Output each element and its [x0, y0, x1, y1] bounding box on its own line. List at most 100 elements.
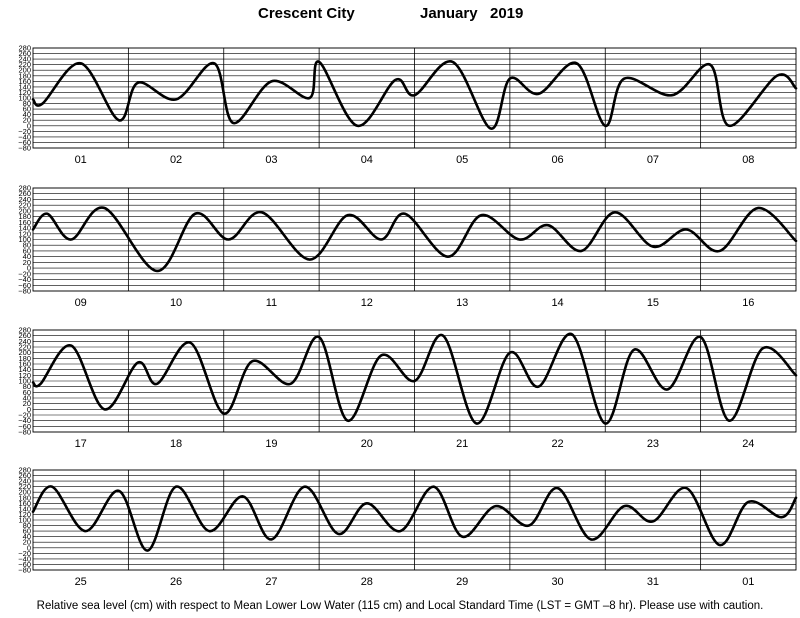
- day-label: 10: [170, 297, 182, 309]
- day-label: 01: [75, 154, 87, 166]
- y-tick-label: 140: [18, 224, 31, 233]
- y-tick-label: 80: [23, 521, 31, 530]
- y-tick-label: 200: [18, 348, 31, 357]
- y-tick-label: 80: [23, 99, 31, 108]
- y-tick-label: −20: [18, 411, 31, 420]
- y-tick-label: 40: [23, 394, 31, 403]
- y-tick-label: 140: [18, 504, 31, 513]
- day-label: 16: [742, 297, 754, 309]
- y-tick-label: 280: [18, 326, 31, 335]
- y-tick-label: 40: [23, 252, 31, 261]
- y-tick-label: 100: [18, 377, 31, 386]
- y-tick-label: 160: [18, 77, 31, 86]
- y-tick-label: 120: [18, 510, 31, 519]
- y-tick-label: 0: [27, 543, 31, 552]
- tide-curve: [31, 60, 798, 130]
- day-label: 01: [742, 576, 754, 588]
- chart-caption: Relative sea level (cm) with respect to …: [36, 600, 764, 612]
- day-label: 11: [266, 297, 277, 309]
- tide-chart-panels: 280260240220200180160140120100806040200−…: [18, 44, 798, 588]
- day-label: 31: [647, 576, 659, 588]
- y-tick-label: 200: [18, 66, 31, 75]
- day-label: 14: [551, 297, 563, 309]
- y-tick-label: 240: [18, 55, 31, 64]
- y-tick-label: 260: [18, 49, 31, 58]
- y-tick-label: 120: [18, 371, 31, 380]
- day-label: 29: [456, 576, 468, 588]
- y-tick-label: 60: [23, 105, 31, 114]
- y-tick-label: −40: [18, 416, 31, 425]
- y-tick-label: −80: [18, 428, 31, 437]
- y-tick-label: 240: [18, 337, 31, 346]
- day-label: 06: [551, 154, 563, 166]
- day-label: 04: [361, 154, 373, 166]
- day-label: 15: [647, 297, 659, 309]
- day-label: 25: [75, 576, 87, 588]
- y-tick-label: 0: [27, 405, 31, 414]
- y-tick-label: 220: [18, 201, 31, 210]
- y-tick-label: −60: [18, 281, 31, 290]
- y-tick-label: 240: [18, 477, 31, 486]
- y-tick-label: 180: [18, 354, 31, 363]
- day-label: 18: [170, 438, 182, 450]
- y-tick-label: 20: [23, 116, 31, 125]
- y-tick-label: 20: [23, 258, 31, 267]
- day-label: 08: [742, 154, 754, 166]
- y-tick-label: 220: [18, 60, 31, 69]
- day-label: 28: [361, 576, 373, 588]
- y-tick-label: 260: [18, 331, 31, 340]
- y-tick-label: 140: [18, 365, 31, 374]
- y-tick-label: 60: [23, 246, 31, 255]
- y-tick-label: −80: [18, 144, 31, 153]
- y-tick-label: 180: [18, 71, 31, 80]
- y-tick-label: −20: [18, 549, 31, 558]
- y-tick-label: −80: [18, 287, 31, 296]
- day-label: 27: [265, 576, 277, 588]
- day-label: 21: [456, 438, 468, 450]
- y-tick-label: 20: [23, 538, 31, 547]
- y-tick-label: −20: [18, 269, 31, 278]
- day-label: 19: [265, 438, 277, 450]
- y-tick-label: 140: [18, 82, 31, 91]
- y-tick-label: 220: [18, 482, 31, 491]
- day-label: 20: [361, 438, 373, 450]
- y-tick-label: 160: [18, 218, 31, 227]
- day-label: 26: [170, 576, 182, 588]
- y-tick-label: 260: [18, 471, 31, 480]
- day-label: 24: [742, 438, 754, 450]
- y-tick-label: 100: [18, 235, 31, 244]
- day-label: 30: [551, 576, 563, 588]
- y-tick-label: −40: [18, 554, 31, 563]
- y-tick-label: 100: [18, 94, 31, 103]
- y-tick-label: 60: [23, 388, 31, 397]
- chart-title-station: Crescent City: [258, 5, 355, 22]
- y-tick-label: 0: [27, 264, 31, 273]
- y-tick-label: 40: [23, 110, 31, 119]
- y-tick-label: 280: [18, 466, 31, 475]
- y-tick-label: 120: [18, 229, 31, 238]
- y-tick-label: 180: [18, 212, 31, 221]
- y-tick-label: 80: [23, 241, 31, 250]
- chart-title-month: January: [420, 5, 478, 22]
- day-label: 22: [551, 438, 563, 450]
- y-tick-label: 120: [18, 88, 31, 97]
- y-tick-label: 200: [18, 206, 31, 215]
- y-tick-label: −60: [18, 422, 31, 431]
- day-label: 17: [75, 438, 87, 450]
- y-tick-label: −40: [18, 132, 31, 141]
- y-tick-label: 60: [23, 527, 31, 536]
- title-row: Crescent City January 2019: [0, 5, 800, 27]
- day-label: 07: [647, 154, 659, 166]
- day-label: 02: [170, 154, 182, 166]
- day-label: 03: [265, 154, 277, 166]
- y-tick-label: 220: [18, 343, 31, 352]
- y-tick-label: 260: [18, 189, 31, 198]
- y-tick-label: −60: [18, 560, 31, 569]
- tide-curve: [31, 332, 798, 425]
- y-tick-label: 160: [18, 360, 31, 369]
- y-tick-label: −80: [18, 566, 31, 575]
- y-tick-label: 200: [18, 488, 31, 497]
- day-label: 05: [456, 154, 468, 166]
- y-tick-label: −60: [18, 138, 31, 147]
- tide-curve: [31, 206, 798, 273]
